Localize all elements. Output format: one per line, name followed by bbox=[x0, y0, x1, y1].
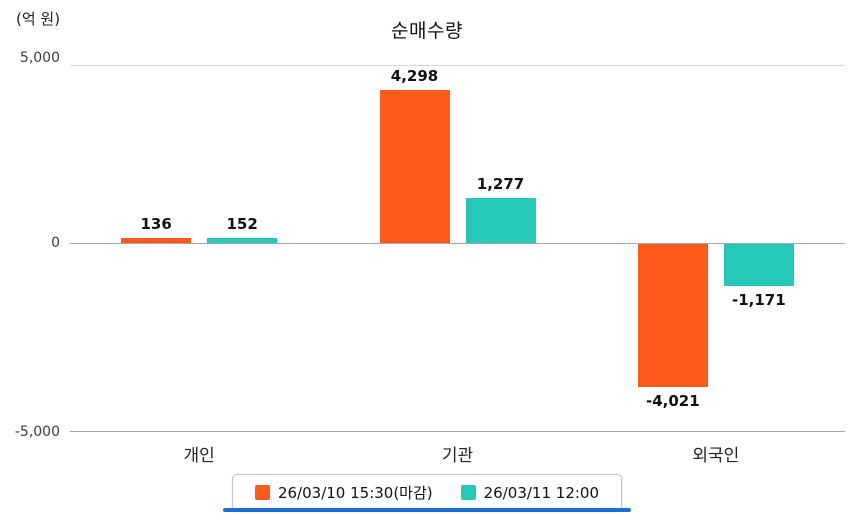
legend: 26/03/10 15:30(마감) 26/03/11 12:00 bbox=[0, 474, 854, 511]
legend-item-series1[interactable]: 26/03/10 15:30(마감) bbox=[254, 482, 433, 503]
y-axis-unit-label: (억 원) bbox=[16, 10, 61, 28]
bar-개인-series2 bbox=[207, 237, 278, 243]
y-tick-neg-5000: -5,000 bbox=[14, 424, 60, 440]
legend-item-series2[interactable]: 26/03/11 12:00 bbox=[460, 483, 600, 502]
bar-외국인-series1 bbox=[637, 244, 708, 388]
legend-label-series2: 26/03/11 12:00 bbox=[483, 483, 600, 502]
gridline-neg-5000 bbox=[70, 431, 845, 432]
x-axis-labels: 개인 기관 외국인 bbox=[70, 441, 845, 466]
bar-value-label: -4,021 bbox=[645, 392, 700, 411]
bar-value-label: 1,277 bbox=[476, 174, 525, 193]
gridline-zero-axis bbox=[70, 243, 845, 244]
bar-value-label: 152 bbox=[226, 214, 258, 233]
legend-box: 26/03/10 15:30(마감) 26/03/11 12:00 bbox=[231, 474, 623, 511]
legend-label-series1: 26/03/10 15:30(마감) bbox=[277, 484, 433, 502]
bar-value-label: -1,171 bbox=[731, 290, 786, 309]
gridline-5000 bbox=[70, 65, 845, 66]
bar-기관-series1 bbox=[379, 89, 450, 243]
plot-area: 136 4,298 -4,021 152 1,277 -1,171 bbox=[70, 65, 845, 432]
series2-color-swatch bbox=[460, 485, 476, 500]
bar-기관-series2 bbox=[465, 197, 536, 243]
bar-외국인-series2 bbox=[723, 244, 794, 286]
bar-value-label: 136 bbox=[140, 215, 172, 234]
chart-title: 순매수량 bbox=[391, 20, 463, 42]
series1-color-swatch bbox=[254, 485, 270, 500]
x-label-institution: 기관 bbox=[441, 446, 474, 466]
x-label-foreigner: 외국인 bbox=[692, 446, 740, 466]
x-label-individual: 개인 bbox=[183, 446, 215, 466]
y-tick-5000: 5,000 bbox=[19, 50, 60, 66]
y-tick-0: 0 bbox=[51, 235, 60, 251]
legend-accent-underline bbox=[223, 508, 631, 512]
bar-value-label: 4,298 bbox=[390, 66, 439, 85]
bar-개인-series1 bbox=[121, 238, 192, 243]
